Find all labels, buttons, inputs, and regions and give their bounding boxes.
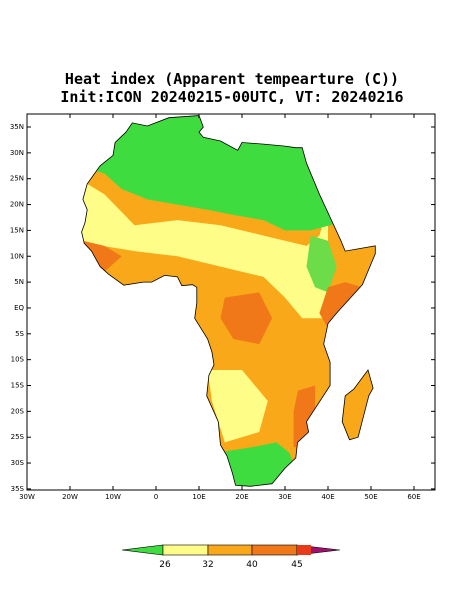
lat-tick-label: 30N xyxy=(10,149,24,157)
colorbar-label: 26 xyxy=(159,560,171,570)
lat-tick-label: 15N xyxy=(10,226,24,234)
lon-tick-label: 20E xyxy=(235,493,248,501)
lon-tick-label: 40E xyxy=(321,493,334,501)
lat-tick-label: 35S xyxy=(11,485,25,493)
subtitle: Init:ICON 20240215-00UTC, VT: 20240216 xyxy=(60,88,403,106)
heat-zone xyxy=(81,173,328,319)
lon-tick-label: 0 xyxy=(154,493,158,501)
axis-ticks: 35N 30N 25N 20N 15N 10N 5N EQ 5S 10S 15S 20S 25S 30S 3… xyxy=(10,114,435,501)
lon-tick-label: 20W xyxy=(62,493,78,501)
lat-tick-label: 10S xyxy=(11,356,25,364)
heat-zone xyxy=(82,240,122,272)
lat-tick-label: 20N xyxy=(10,201,24,209)
lat-tick-label: 5N xyxy=(14,278,24,286)
colorbar-label: 32 xyxy=(202,560,213,570)
colorbar-box xyxy=(207,544,253,556)
heat-zone xyxy=(220,292,273,345)
lat-tick-label: 30S xyxy=(11,459,25,467)
lon-tick-label: 10E xyxy=(192,493,205,501)
lat-tick-label: 25S xyxy=(11,433,25,441)
colorbar-label: 40 xyxy=(246,560,258,570)
colorbar-box xyxy=(162,544,209,556)
coastline xyxy=(81,115,376,487)
heat-zone xyxy=(207,370,268,443)
lon-tick-label: 30E xyxy=(278,493,291,501)
lat-tick-label: 10N xyxy=(10,252,24,260)
lon-tick-label: 50E xyxy=(364,493,377,501)
lat-tick-label: EQ xyxy=(14,304,24,312)
lat-tick-label: 5S xyxy=(15,330,24,338)
heat-zone xyxy=(349,380,371,432)
lat-tick-label: 15S xyxy=(11,382,25,390)
title: Heat index (Apparent tempearture (C)) xyxy=(65,70,399,88)
heat-zone xyxy=(319,282,363,329)
colorbar-box xyxy=(251,544,298,556)
lon-tick-label: 30W xyxy=(19,493,35,501)
lon-tick-label: 60E xyxy=(407,493,420,501)
lat-tick-label: 25N xyxy=(10,175,24,183)
colorbar-box xyxy=(297,545,311,555)
lat-tick-label: 35N xyxy=(10,123,24,131)
colorbar-label: 45 xyxy=(291,560,302,570)
map-frame xyxy=(26,113,436,491)
coastline xyxy=(81,115,376,487)
lon-tick-label: 10W xyxy=(105,493,121,501)
colorbar-low xyxy=(121,544,164,556)
heat-field xyxy=(81,115,376,487)
lat-tick-label: 20S xyxy=(11,407,25,415)
heat-zone xyxy=(306,235,337,293)
colorbar: 26 32 40 45 xyxy=(121,544,341,570)
